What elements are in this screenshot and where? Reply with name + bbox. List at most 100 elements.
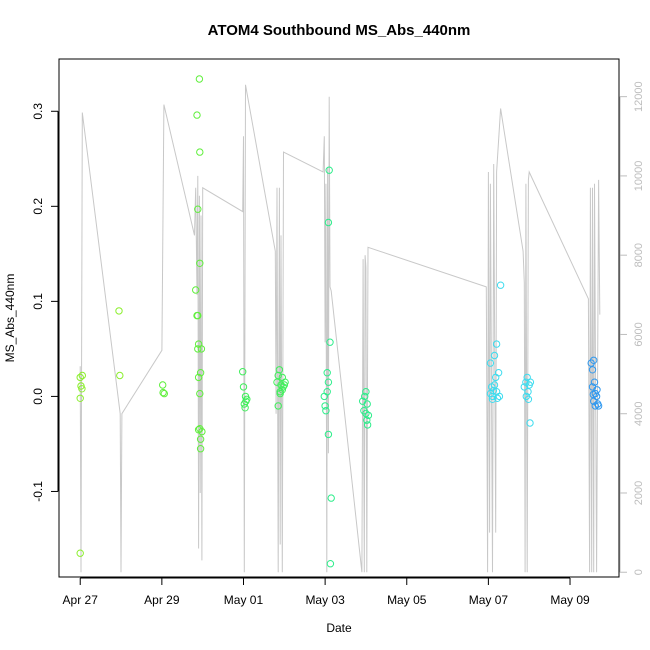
y-tick-label: 0.1 [31,293,45,310]
data-point [324,430,333,439]
data-point [276,389,284,398]
data-point [594,402,603,410]
y2-tick-label: 4000 [633,401,645,425]
points-layer [76,75,603,568]
y2-tick-label: 12000 [633,81,645,112]
data-point [194,373,203,382]
data-point [197,345,206,353]
data-point [76,373,84,382]
data-point [275,366,284,374]
data-point [494,369,503,377]
data-point [281,378,289,386]
data-point [193,111,201,119]
y-tick-label: 0.2 [31,198,45,215]
x-axis-label: Date [326,621,352,635]
x-tick-label: May 03 [305,593,345,607]
data-point [493,394,502,402]
data-point [159,381,167,389]
y-axis: -0.1 0.0 0.1 0.2 0.3 [31,103,59,502]
y2-tick-label: 0 [633,569,645,575]
data-point [327,494,335,502]
y-tick-label: 0.0 [31,388,45,405]
data-point [274,402,282,410]
data-point [196,259,204,267]
data-point [363,400,371,408]
data-point [78,371,87,380]
data-point [192,286,200,294]
series-line [79,84,601,573]
data-point [362,388,370,396]
data-point [489,387,497,395]
data-point [490,381,499,389]
data-point [588,366,597,374]
data-point [522,392,530,401]
y-axis-label: MS_Abs_440nm [3,274,17,363]
data-point [278,386,286,394]
data-point [194,311,202,320]
data-point [116,371,124,380]
data-point [274,371,282,380]
secondary-y-axis: 0 2000 4000 6000 8000 10000 12000 [619,81,645,575]
data-point [495,392,504,401]
data-point [159,388,167,397]
data-point [196,389,204,398]
data-point [239,368,247,376]
x-tick-label: May 01 [224,593,264,607]
data-point [492,340,501,348]
data-point [279,383,287,391]
data-point [488,392,497,401]
data-point [326,560,335,568]
x-axis: Apr 27 Apr 29 May 01 May 03 May 05 May 07 May … [63,577,590,607]
y2-tick-label: 8000 [633,243,645,267]
data-point [196,435,205,443]
data-point [324,218,333,227]
x-tick-label: Apr 27 [63,593,99,607]
data-point [160,389,169,398]
y2-tick-label: 6000 [633,322,645,346]
data-point [323,388,331,396]
data-point [361,392,369,401]
y-tick-label: 0.3 [31,103,45,120]
data-point [363,416,371,424]
data-point [590,356,598,364]
data-point [194,345,202,353]
data-point [76,394,84,402]
data-point [520,383,528,391]
data-point [241,404,249,412]
data-point [324,378,333,386]
data-point [488,395,497,403]
x-tick-label: May 07 [469,593,509,607]
data-point [326,338,334,346]
data-point [363,421,372,429]
data-point [590,378,599,386]
data-point [526,378,535,386]
data-point [198,427,206,436]
plot-frame [58,58,620,578]
y2-tick-label: 2000 [633,481,645,505]
data-point [325,166,333,174]
data-point [496,281,505,289]
data-point [194,205,202,213]
data-point [524,388,532,396]
data-point [239,383,248,391]
x-tick-label: May 05 [387,593,427,607]
data-point [322,407,330,415]
data-point [589,390,597,399]
data-point [243,395,251,403]
data-point [196,445,205,453]
track-line-layer [79,84,601,573]
data-point [195,75,204,83]
data-point [526,419,534,427]
data-point [486,359,495,367]
y2-tick-label: 10000 [633,161,645,192]
data-point [115,307,123,315]
data-point [490,351,499,360]
x-tick-label: Apr 29 [144,593,180,607]
y-tick-label: -0.1 [31,481,45,502]
chart-title: ATOM4 Southbound MS_Abs_440nm [208,22,471,39]
data-point [196,369,205,377]
data-point [78,385,86,393]
data-point [321,402,329,410]
data-point [364,411,373,420]
